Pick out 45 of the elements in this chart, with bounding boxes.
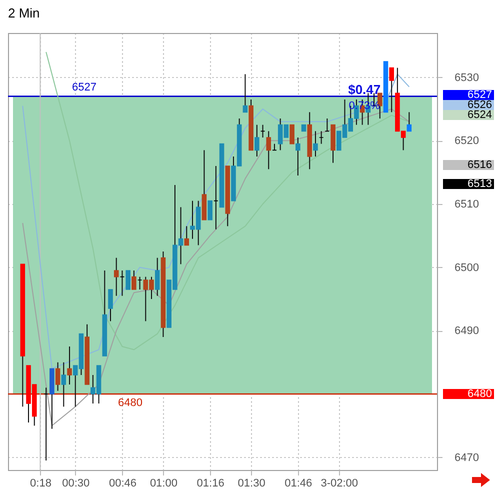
candlestick [208, 200, 212, 220]
candlestick [126, 270, 130, 290]
text: 6516 [468, 159, 492, 171]
candlestick [296, 137, 300, 176]
x-tick-label: 01:30 [238, 478, 266, 490]
annotation: $0.47 [348, 82, 381, 97]
x-tick-label: 01:00 [150, 478, 178, 490]
candlestick [114, 257, 119, 296]
candlestick [254, 124, 260, 157]
candlestick [154, 257, 160, 296]
text: 6527 [468, 89, 492, 101]
candlestick [313, 130, 318, 157]
chart-title: 2 Min [8, 6, 40, 20]
text: 6513 [468, 178, 492, 190]
candlestick [61, 362, 66, 408]
candlestick [290, 124, 294, 144]
candlestick [389, 67, 394, 113]
x-tick-label: 00:46 [108, 478, 136, 490]
candlestick [242, 74, 248, 113]
ref-line-label: 6480 [118, 397, 142, 409]
candlestick [55, 362, 60, 392]
text: 6526 [468, 99, 492, 111]
y-tick-label: 6470 [454, 452, 479, 464]
candlestick [132, 270, 136, 290]
x-tick-label: 0:18 [30, 478, 52, 490]
ref-line-label: 6527 [72, 81, 96, 94]
y-tick-label: 6510 [454, 198, 479, 210]
y-tick-label: 6500 [454, 262, 479, 274]
candlestick [406, 112, 412, 132]
text: 6480 [468, 388, 492, 400]
candlestick [108, 289, 113, 322]
candlestick [184, 226, 190, 246]
x-tick-label: 00:30 [62, 478, 90, 490]
y-tick-label: 6520 [454, 135, 479, 148]
y-tick-label: 6490 [454, 325, 479, 338]
candlestick [266, 130, 272, 170]
line-series [22, 108, 410, 426]
line-series [22, 74, 410, 370]
text: 6524 [468, 109, 492, 121]
x-tick-label: 01:16 [196, 478, 224, 490]
x-tick-label: 01:46 [284, 478, 312, 490]
candlestick [67, 346, 72, 385]
x-tick-label: 3-02:00 [320, 478, 358, 490]
y-tick-label: 6530 [454, 72, 479, 84]
line-series [46, 52, 410, 350]
